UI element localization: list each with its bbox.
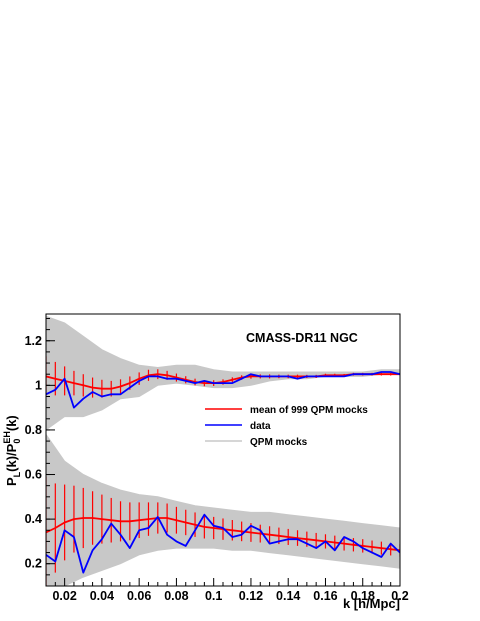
- y-tick-label-4: 1: [35, 378, 42, 392]
- y-tick-label-0: 0.2: [25, 557, 42, 571]
- x-tick-label-4: 0.1: [205, 589, 222, 603]
- x-tick-label-1: 0.04: [90, 589, 114, 603]
- x-tick-label-8: 0.18: [351, 589, 375, 603]
- y-axis-title: PL(k)/P0EH(k): [2, 415, 22, 486]
- legend: mean of 999 QPM mocks data QPM mocks: [205, 405, 368, 448]
- axis-ticks: 0.02 0.04 0.06 0.08 0.1 0.12 0.14 0.16 0.18 0.2 0.…: [25, 317, 409, 603]
- x-tick-label-7: 0.16: [313, 589, 337, 603]
- annotation-label: CMASS-DR11 NGC: [246, 331, 358, 345]
- series-line-mean-0: [46, 373, 400, 390]
- qpm-mock-bands: [46, 315, 400, 586]
- y-tick-label-3: 0.8: [25, 423, 42, 437]
- mock-band-quadrupole: [46, 433, 400, 586]
- series-lines: [46, 371, 400, 574]
- y-tick-label-2: 0.6: [25, 468, 42, 482]
- legend-label-data: data: [250, 421, 271, 432]
- series-line-data-1: [46, 371, 400, 409]
- x-tick-label-0: 0.02: [52, 589, 76, 603]
- x-tick-label-2: 0.06: [127, 589, 151, 603]
- mock-band-monopole: [46, 315, 400, 431]
- y-tick-label-5: 1.2: [25, 334, 42, 348]
- series-line-data-3: [46, 513, 400, 574]
- x-axis-title: k [h/Mpc]: [343, 596, 400, 611]
- x-tick-label-6: 0.14: [276, 589, 300, 603]
- x-tick-label-9: 0.2: [391, 589, 408, 603]
- x-tick-label-5: 0.12: [239, 589, 263, 603]
- x-tick-label-3: 0.08: [164, 589, 188, 603]
- y-tick-label-1: 0.4: [25, 512, 42, 526]
- legend-label-mean: mean of 999 QPM mocks: [250, 405, 368, 416]
- legend-label-mocks: QPM mocks: [250, 437, 308, 448]
